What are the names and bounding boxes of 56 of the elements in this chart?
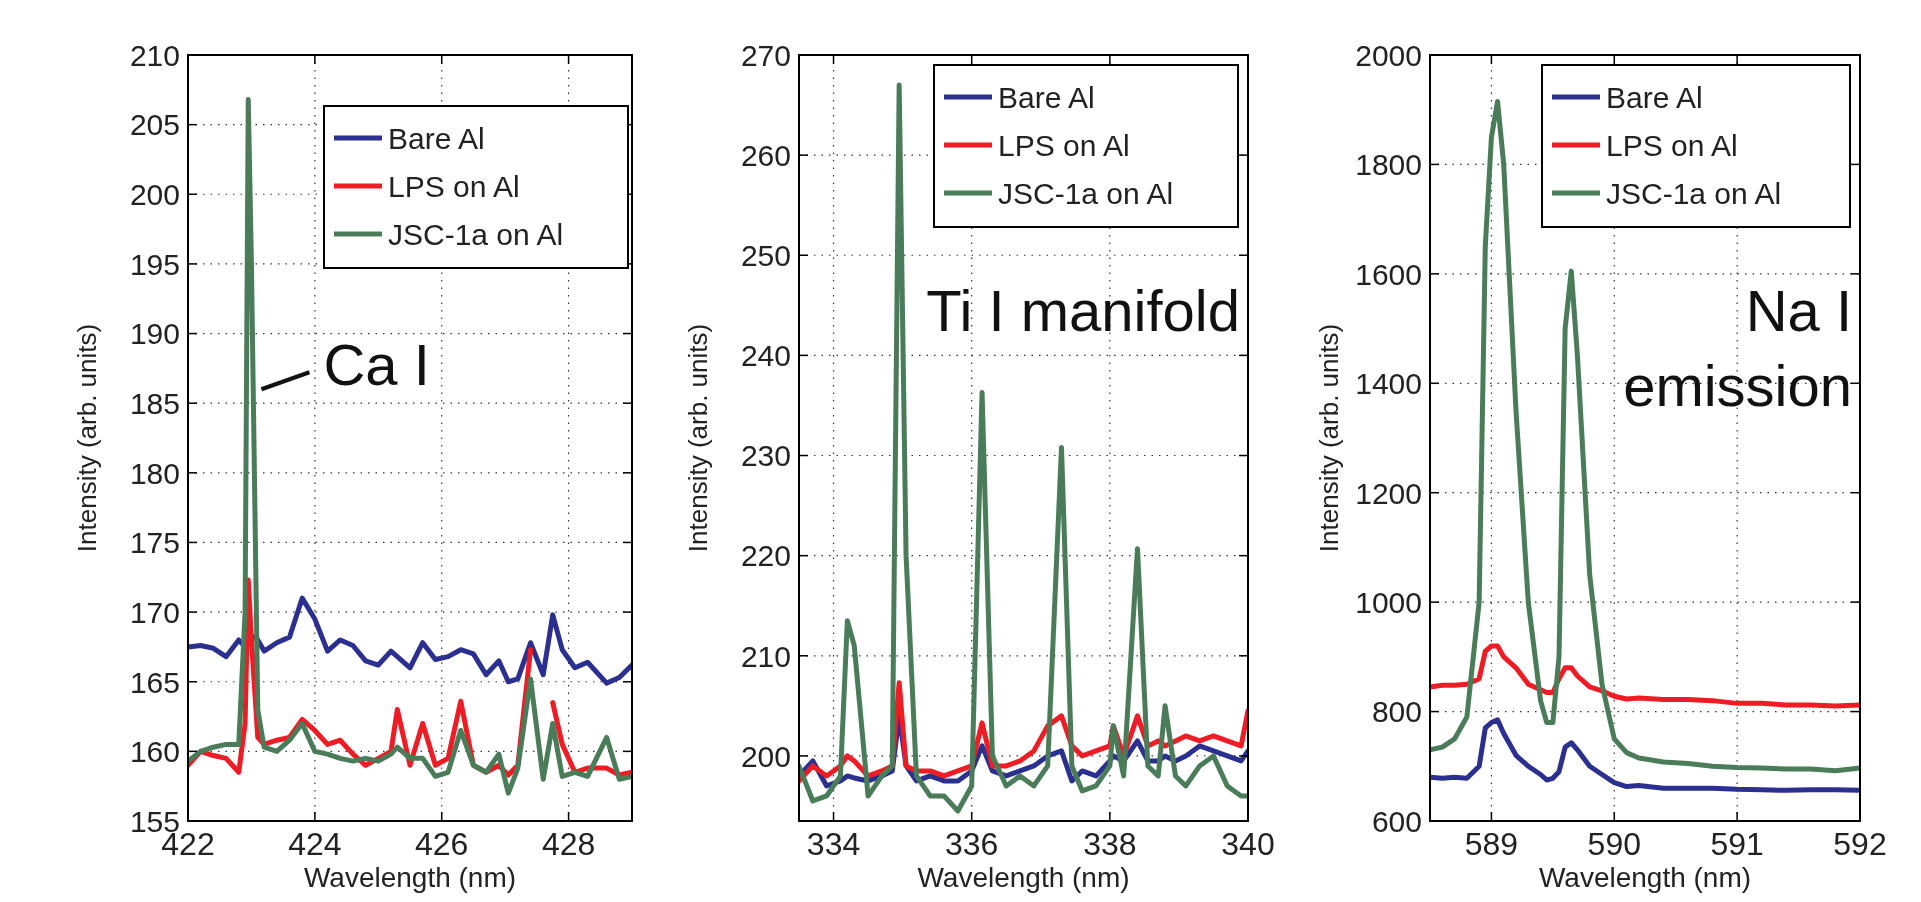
y-tick-label: 260 [740,138,791,172]
y-axis-title: Intensity (arb. units) [72,323,102,553]
annotation: Ca I [323,332,430,398]
y-tick-label: 240 [740,339,791,373]
annotation: Na I emission [1623,277,1852,419]
x-tick-label: 426 [415,826,469,862]
legend-label: Bare Al [998,80,1095,114]
y-tick-label: 165 [129,665,180,699]
x-tick-label: 428 [541,826,596,862]
y-axis-title: Intensity (arb. units) [683,323,713,553]
legend-label: JSC-1a on Al [388,217,564,251]
y-tick-label: 200 [129,178,180,212]
y-tick-label: 1000 [1355,585,1422,619]
x-tick-label: 334 [806,826,861,862]
x-tick-label: 336 [945,826,999,862]
legend-label: JSC-1a on Al [998,176,1174,210]
y-axis-title: Intensity (arb. units) [1314,323,1344,553]
x-axis-title: Wavelength (nm) [303,862,517,893]
legend-label: LPS on Al [1606,128,1738,162]
y-tick-label: 800 [1371,695,1422,729]
y-tick-label: 170 [129,595,180,629]
y-tick-label: 600 [1371,804,1422,838]
y-tick-label: 175 [129,526,180,560]
y-tick-label: 160 [129,735,180,769]
y-tick-label: 190 [129,317,180,351]
y-tick-label: 250 [740,239,791,273]
y-tick-label: 195 [129,247,180,281]
x-tick-label: 589 [1464,826,1519,862]
y-tick-label: 205 [129,108,180,142]
x-tick-label: 424 [288,826,342,862]
y-tick-label: 185 [129,386,180,420]
y-tick-label: 180 [129,456,180,490]
x-tick-label: 590 [1587,826,1641,862]
y-tick-label: 1400 [1355,367,1422,401]
x-tick-label: 340 [1221,826,1275,862]
x-axis-title: Wavelength (nm) [917,862,1130,893]
x-tick-label: 591 [1710,826,1764,862]
y-tick-label: 1600 [1355,257,1422,291]
legend-label: LPS on Al [388,169,520,203]
y-tick-label: 2000 [1355,38,1422,72]
legend-label: Bare Al [388,121,485,155]
y-tick-label: 230 [740,439,791,473]
y-tick-label: 270 [740,38,791,72]
y-tick-label: 1800 [1355,148,1422,182]
y-tick-label: 1200 [1355,476,1422,510]
legend-label: JSC-1a on Al [1606,176,1782,210]
y-tick-label: 210 [740,639,791,673]
annotation: Ti I manifold [926,277,1240,343]
y-tick-label: 210 [129,38,180,72]
x-axis-title: Wavelength (nm) [1538,862,1752,893]
y-tick-label: 200 [740,739,791,773]
x-tick-label: 338 [1083,826,1137,862]
legend-label: Bare Al [1606,80,1703,114]
legend-label: LPS on Al [998,128,1130,162]
x-tick-label: 592 [1833,826,1887,862]
y-tick-label: 220 [740,539,791,573]
